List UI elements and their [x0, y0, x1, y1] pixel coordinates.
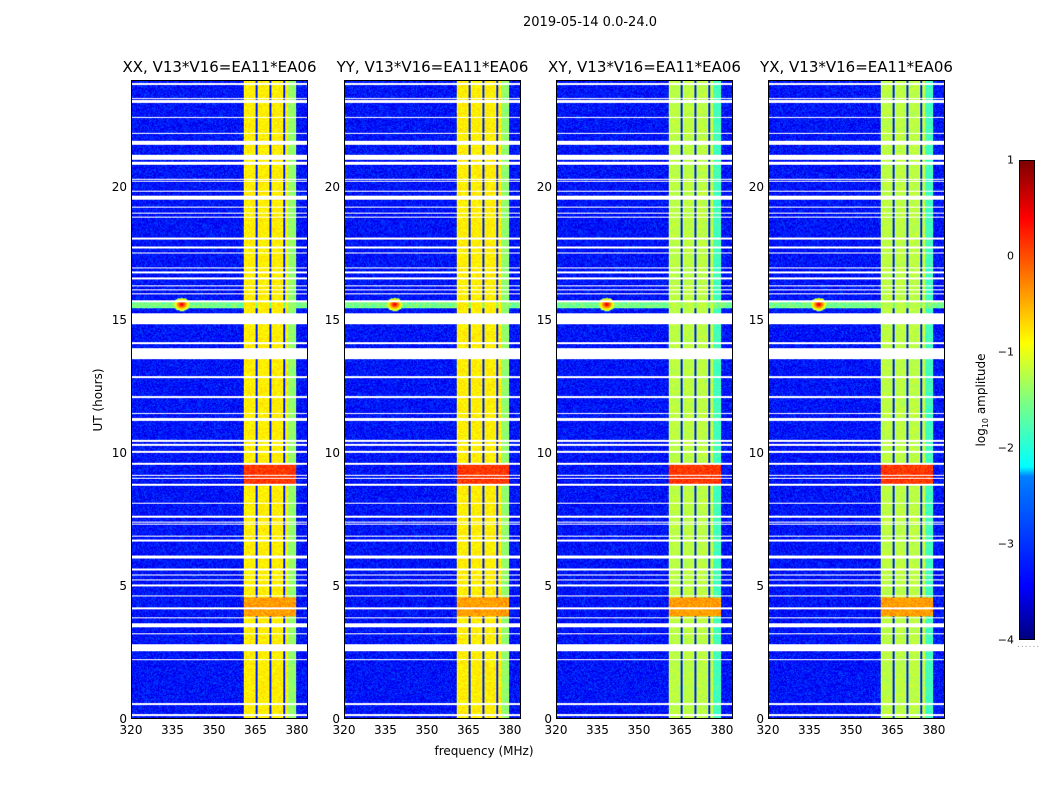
colorbar-tick-label: −1: [997, 345, 1014, 359]
y-tick-label: 5: [332, 578, 340, 593]
heatmap-panel-3: [768, 80, 945, 719]
heatmap-image: [557, 81, 732, 718]
x-tick-label: 365: [881, 723, 904, 737]
x-tick-label: 350: [202, 723, 226, 737]
x-tick-label: 365: [669, 723, 692, 737]
colorbar-tick-label: 0: [1007, 249, 1014, 263]
heatmap-panel-2: [556, 80, 733, 719]
y-tick-label: 0: [119, 712, 127, 726]
y-tick-label: 5: [544, 578, 552, 593]
x-tick-label: 335: [586, 723, 609, 737]
x-tick-label: 365: [457, 723, 480, 737]
x-tick-label: 350: [415, 723, 439, 737]
heatmap-image: [769, 81, 944, 718]
y-tick-label: 5: [756, 578, 764, 593]
y-tick-label: 15: [111, 312, 127, 327]
x-tick-label: 350: [839, 723, 863, 737]
panel-title: YX, V13*V16=EA11*EA06: [760, 58, 953, 76]
colorbar-extension-marks: ......: [1017, 640, 1041, 650]
heatmap-panel-0: [131, 80, 308, 719]
y-tick-label: 20: [536, 179, 552, 194]
y-tick-label: 0: [544, 712, 552, 726]
x-tick-label: 365: [244, 723, 267, 737]
x-tick-label: 380: [285, 723, 309, 737]
x-tick-label: 320: [756, 723, 780, 737]
y-tick-label: 10: [324, 445, 340, 460]
colorbar-tick-label: −4: [997, 633, 1014, 647]
x-tick-label: 320: [544, 723, 568, 737]
y-tick-label: 20: [748, 179, 764, 194]
heatmap-image: [345, 81, 520, 718]
heatmap-image: [132, 81, 307, 718]
x-tick-label: 335: [161, 723, 184, 737]
x-tick-label: 320: [332, 723, 356, 737]
colorbar-label-subscript: 10: [981, 417, 991, 429]
x-tick-label: 380: [498, 723, 522, 737]
y-tick-label: 10: [748, 445, 764, 460]
colorbar: [1019, 160, 1035, 640]
y-tick-label: 5: [119, 578, 127, 593]
y-tick-label: 10: [536, 445, 552, 460]
y-tick-label: 10: [111, 445, 127, 460]
x-axis-label: frequency (MHz): [434, 744, 534, 758]
colorbar-label: log10 amplitude: [974, 354, 990, 447]
y-tick-label: 0: [756, 712, 764, 726]
x-tick-label: 335: [798, 723, 821, 737]
colorbar-tick-label: −3: [997, 537, 1014, 551]
x-tick-label: 350: [627, 723, 651, 737]
panel-title: YY, V13*V16=EA11*EA06: [336, 58, 529, 76]
x-tick-label: 380: [922, 723, 946, 737]
y-axis-label: UT (hours): [91, 368, 105, 432]
panel-title: XX, V13*V16=EA11*EA06: [122, 58, 317, 76]
y-tick-label: 20: [111, 179, 127, 194]
y-tick-label: 15: [536, 312, 552, 327]
y-tick-label: 0: [332, 712, 340, 726]
y-tick-label: 15: [748, 312, 764, 327]
colorbar-label-rest: amplitude: [973, 353, 988, 418]
x-tick-label: 320: [119, 723, 143, 737]
colorbar-label-log: log: [973, 428, 988, 447]
y-tick-label: 15: [324, 312, 340, 327]
colorbar-tick-label: −2: [997, 441, 1014, 455]
heatmap-panel-1: [344, 80, 521, 719]
figure-title: 2019-05-14 0.0-24.0: [523, 15, 657, 30]
x-tick-label: 335: [374, 723, 397, 737]
x-tick-label: 380: [710, 723, 734, 737]
colorbar-tick-label: 1: [1007, 153, 1014, 167]
panel-title: XY, V13*V16=EA11*EA06: [548, 58, 741, 76]
y-tick-label: 20: [324, 179, 340, 194]
